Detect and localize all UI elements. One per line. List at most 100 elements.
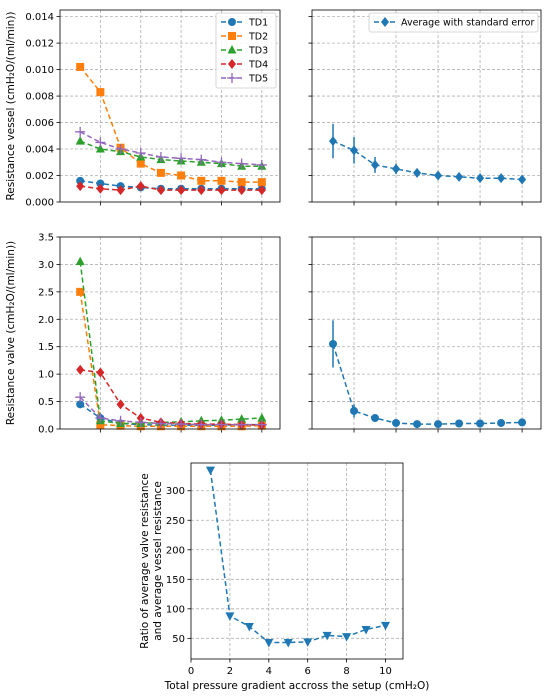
data-point	[155, 151, 166, 162]
x-tick-label: 2	[227, 666, 233, 677]
series-td2	[76, 287, 266, 431]
data-point	[96, 88, 105, 97]
data-point	[322, 631, 332, 641]
data-point	[518, 174, 527, 185]
y-tick-label: 100	[166, 604, 185, 615]
data-point	[257, 185, 266, 196]
data-point	[135, 417, 146, 428]
data-point	[216, 419, 227, 430]
y-tick-label: 1.5	[38, 342, 54, 353]
legend-label: TD4	[248, 60, 268, 71]
data-point	[75, 392, 86, 403]
y-axis-label-line: Ratio of average valve resistance	[139, 473, 151, 649]
data-point	[283, 638, 293, 648]
grid	[60, 237, 280, 429]
plot-frame	[190, 462, 404, 660]
data-point	[76, 62, 85, 71]
series-td5	[75, 392, 267, 430]
x-tick-label: 10	[379, 666, 392, 677]
legend-marker	[228, 32, 236, 40]
y-tick-label: 1.0	[38, 370, 54, 381]
legend-label: TD1	[248, 18, 268, 29]
data-point	[96, 179, 105, 188]
data-point	[116, 185, 125, 196]
y-tick-label: 200	[166, 545, 185, 556]
y-tick-label: 0.012	[25, 39, 54, 50]
series-td5	[75, 126, 267, 170]
data-point	[156, 185, 165, 196]
series-td4	[76, 364, 266, 431]
y-tick-label: 0.006	[25, 118, 54, 129]
y-axis-label: Resistance valve (cmH₂O/(ml/min))	[5, 241, 17, 425]
data-point	[237, 178, 246, 187]
series-average-with-standard-error	[329, 123, 527, 185]
legend-marker	[228, 18, 236, 26]
data-point	[75, 126, 86, 137]
chart-bottom: 50 100 150 200 250 300 0 2 4 6 8 10 Ratio of average…	[139, 462, 430, 692]
x-axis-label: Total pressure gradient accross the setu…	[164, 680, 430, 692]
data-point	[518, 418, 527, 427]
data-point	[434, 170, 443, 181]
chart-top-right: Average with standard error	[308, 9, 542, 206]
y-tick-label: 2.5	[38, 287, 54, 298]
data-point	[76, 364, 85, 375]
series-line	[209, 470, 386, 644]
legend-marker	[227, 73, 237, 83]
y-tick-label: 250	[166, 516, 185, 527]
data-point	[96, 367, 105, 378]
series-line	[79, 66, 262, 183]
data-point	[256, 159, 267, 170]
data-point	[497, 418, 506, 427]
y-axis-label-line: and average vessel resistance	[152, 481, 164, 641]
plot-frame	[311, 236, 542, 430]
x-tick-label: 8	[343, 666, 349, 677]
data-point	[196, 154, 207, 165]
data-point	[380, 621, 390, 631]
series-0	[329, 320, 527, 429]
data-point	[371, 159, 380, 170]
series-line	[80, 185, 262, 191]
data-point	[176, 419, 187, 430]
y-tick-label: 0.5	[38, 397, 54, 408]
data-point	[413, 420, 422, 429]
data-point	[455, 419, 464, 428]
data-point	[95, 413, 106, 424]
data-point	[76, 400, 85, 409]
data-point	[225, 612, 235, 621]
data-point	[257, 413, 267, 422]
data-point	[136, 181, 145, 192]
data-point	[237, 414, 247, 423]
series-line	[332, 140, 523, 181]
data-point	[244, 623, 254, 632]
chart-middle-left: 0.0 0.5 1.0 1.5 2.0 2.5 3.0 3.5 Resistance valve…	[5, 233, 281, 436]
data-point	[135, 148, 146, 159]
legend-label: TD5	[248, 74, 268, 85]
series-line	[79, 131, 262, 166]
data-point	[413, 167, 422, 178]
legend-item: TD3	[221, 45, 268, 57]
data-point	[155, 418, 166, 429]
plot-frame	[59, 236, 281, 430]
chart-middle-right	[308, 236, 542, 433]
data-point	[197, 185, 206, 196]
data-point	[196, 419, 207, 430]
data-point	[96, 420, 105, 429]
data-point	[361, 625, 371, 635]
x-tick-label: 0	[188, 666, 194, 677]
data-point	[434, 420, 443, 429]
series-line	[79, 403, 262, 426]
data-point	[217, 185, 226, 196]
legend-item: TD5	[221, 73, 268, 85]
y-axis-label: Resistance vessel (cmH₂O/(ml/min))	[5, 11, 17, 200]
legend-marker	[227, 45, 237, 54]
series-line	[332, 343, 523, 425]
data-point	[264, 638, 274, 648]
data-point	[350, 145, 359, 156]
y-tick-label: 2.0	[38, 315, 54, 326]
plot-frame	[311, 9, 542, 203]
data-point	[371, 414, 380, 423]
y-tick-label: 0.002	[25, 171, 54, 182]
data-point	[329, 136, 338, 147]
y-tick-label: 0.0	[38, 425, 54, 436]
data-point	[96, 183, 105, 194]
